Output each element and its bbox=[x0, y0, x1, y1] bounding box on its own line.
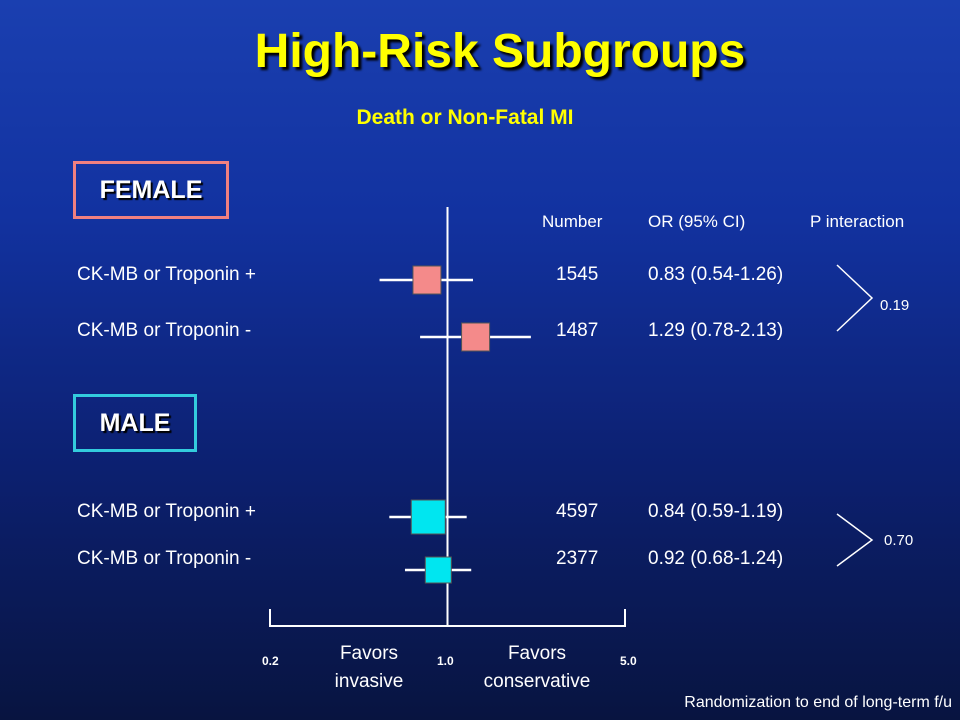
row-label: CK-MB or Troponin - bbox=[77, 320, 252, 341]
row-number: 1487 bbox=[556, 320, 599, 341]
or-marker bbox=[424, 556, 452, 584]
p-interaction-header: P interaction bbox=[810, 212, 905, 231]
row-label: CK-MB or Troponin - bbox=[77, 548, 252, 569]
interaction-bracket-male bbox=[836, 513, 874, 567]
tick-label: 1.0 bbox=[437, 654, 454, 668]
slide-title: High-Risk Subgroups bbox=[254, 25, 746, 78]
number-header: Number bbox=[542, 212, 603, 231]
row-label: CK-MB or Troponin + bbox=[77, 264, 256, 285]
female-group-box: FEMALE bbox=[73, 161, 229, 219]
row-label: CK-MB or Troponin + bbox=[77, 501, 256, 522]
male-group-box: MALE bbox=[73, 394, 197, 452]
interaction-bracket-female bbox=[836, 264, 874, 332]
tick-label: 0.2 bbox=[262, 654, 279, 668]
p-interaction-male: 0.70 bbox=[884, 532, 914, 549]
slide-subtitle: Death or Non-Fatal MI bbox=[356, 106, 574, 129]
tick-label: 5.0 bbox=[620, 654, 637, 668]
p-interaction-female: 0.19 bbox=[880, 297, 910, 314]
row-or-ci: 1.29 (0.78-2.13) bbox=[648, 320, 784, 341]
footnote: Randomization to end of long-term f/u bbox=[684, 694, 952, 711]
row-number: 4597 bbox=[556, 501, 599, 522]
or-header: OR (95% CI) bbox=[648, 212, 746, 231]
favors-invasive-label: Favors invasive bbox=[334, 643, 404, 692]
row-or-ci: 0.83 (0.54-1.26) bbox=[648, 264, 784, 285]
row-number: 2377 bbox=[556, 548, 599, 569]
favors-conservative-label: Favors conservative bbox=[483, 643, 591, 692]
or-marker bbox=[412, 265, 442, 295]
row-or-ci: 0.84 (0.59-1.19) bbox=[648, 501, 784, 522]
row-number: 1545 bbox=[556, 264, 599, 285]
or-marker bbox=[461, 322, 491, 352]
row-or-ci: 0.92 (0.68-1.24) bbox=[648, 548, 784, 569]
or-marker bbox=[410, 499, 446, 535]
